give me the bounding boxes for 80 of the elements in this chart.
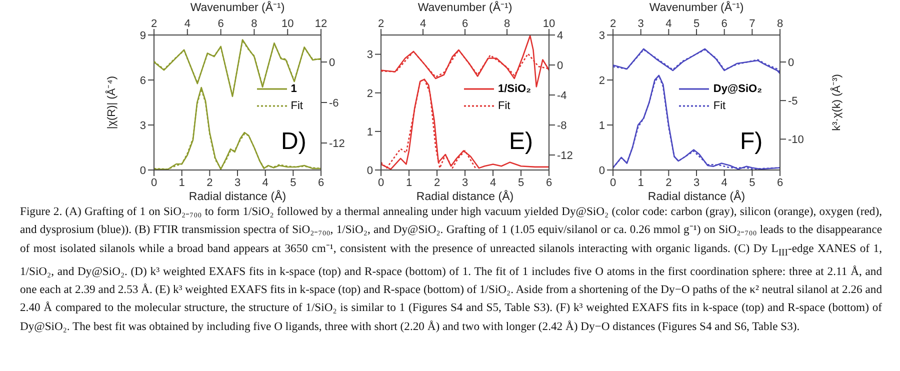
x-tick-label: 5: [749, 176, 756, 189]
x-tick-label: 8: [504, 18, 510, 30]
y-tick-label: -6: [329, 97, 339, 110]
x-tick-label: 4: [666, 18, 672, 30]
y-tick-label: -8: [557, 120, 567, 132]
x-tick-label: 4: [490, 176, 496, 189]
x-axis-title: Wavenumber (Å⁻¹): [190, 0, 285, 14]
y-tick-label: 0: [140, 164, 146, 177]
legend-label: Fit: [290, 100, 303, 112]
y-axis-title: |χ(R)| (Å⁻⁴): [104, 76, 118, 130]
x-tick-label: 5: [290, 176, 296, 189]
y-tick-label: -5: [788, 95, 798, 108]
x-tick-label: 2: [150, 18, 158, 30]
y-tick-label: 0: [788, 56, 794, 69]
legend-label: Fit: [498, 100, 510, 112]
x-tick-label: 1: [638, 176, 644, 189]
x-tick-label: 6: [546, 176, 552, 189]
annotation: F): [740, 128, 763, 156]
legend-label: Dy@SiO₂: [713, 83, 762, 95]
x-tick-label: 4: [262, 176, 268, 189]
x-tick-label: 6: [462, 18, 468, 30]
x-tick-label: 0: [150, 176, 158, 189]
x-tick-label: 2: [378, 18, 384, 30]
x-axis-title: Radial distance (Å): [416, 189, 514, 203]
y-axis-title: k³·χ(k) (Å⁻³): [830, 74, 843, 131]
x-tick-label: 5: [518, 176, 524, 189]
x-tick-label: 6: [218, 18, 224, 30]
y-tick-label: -12: [557, 150, 573, 162]
x-tick-label: 2: [666, 176, 672, 189]
y-tick-label: 0: [557, 60, 564, 72]
y-tick-label: -12: [329, 138, 345, 150]
x-tick-label: 6: [721, 18, 728, 30]
x-tick-label: 10: [542, 18, 556, 30]
x-tick-label: 7: [749, 18, 756, 30]
y-tick-label: 9: [140, 30, 146, 42]
x-tick-label: 3: [234, 176, 241, 189]
x-tick-label: 1: [178, 176, 185, 189]
x-tick-label: 5: [693, 18, 700, 30]
x-axis-title: Wavenumber (Å⁻¹): [649, 0, 744, 14]
x-tick-label: 3: [638, 18, 644, 30]
x-tick-label: 2: [610, 18, 616, 30]
x-axis-title: Radial distance (Å): [648, 189, 746, 203]
annotation: E): [509, 128, 533, 156]
y-tick-label: 4: [557, 30, 564, 42]
x-axis-title: Wavenumber (Å⁻¹): [418, 0, 512, 14]
x-tick-label: 2: [434, 176, 440, 189]
x-tick-label: 4: [420, 18, 426, 30]
annotation: D): [281, 128, 306, 156]
x-tick-label: 8: [251, 18, 258, 30]
x-tick-label: 3: [693, 176, 700, 189]
y-tick-label: 2: [598, 74, 605, 87]
x-tick-label: 1: [406, 176, 412, 189]
x-tick-label: 4: [184, 18, 190, 30]
y-tick-label: -4: [557, 90, 567, 102]
x-tick-label: 10: [281, 18, 294, 30]
y-tick-label: 6: [140, 74, 146, 87]
x-tick-label: 12: [314, 18, 328, 30]
x-axis-title: Radial distance (Å): [188, 189, 286, 203]
y-tick-label: 0: [329, 56, 336, 69]
legend-label: Fit: [713, 100, 726, 112]
legend-label: 1: [290, 83, 297, 95]
y-tick-label: 3: [598, 30, 605, 42]
x-tick-label: 2: [206, 176, 213, 189]
x-tick-label: 6: [318, 176, 324, 189]
x-tick-label: 0: [610, 176, 616, 189]
x-tick-label: 6: [776, 176, 784, 189]
y-tick-label: 1: [598, 120, 605, 132]
text: Figure 2. (A) Grafting of 1 on SiO₂₋₇₀₀ to form 1/SiO₂ followed by a thermal annealing under high vacuum yielded Dy@SiO₂ (color code: carbon (gray), silicon (orange), oxygen (red), and dysprosium (blue)). (B) FTIR transmission spectra of SiO₂₋₇₀₀, 1/SiO₂, and Dy@SiO₂. Grafting of 1 (1.05 equiv/silanol or ca. 0.26 mmol g⁻¹) on SiO₂₋₇₀₀ leads to the disappearance of most isolated silanols while a broad band appears at 3650 cm⁻¹, consistent with the presence of unreacted silanols interacting with organic ligands. (C) Dy L$_{III}$-edge XANES of 1, 1/SiO₂, and Dy@SiO₂. (D) k³ weighted EXAFS fits in k-space (top) and R-space (bottom) of 1. The fit of 1 includes five O atoms in the first coordination sphere: three at 2.11 Å, and one each at 2.39 and 2.53 Å. (E) k³ weighted EXAFS fits in k-space (top) and R-space (bottom) of 1/SiO₂. Aside from a shortening of the Dy−O paths of the κ² neutral silanol at 2.26 and 2.40 Å compared to the molecular structure, the structure of 1/SiO₂ is similar to 1 (Figures S4 and S5, Table S3). (F) k³ weighted EXAFS fits in k-space (top) and R-space (bottom) of Dy@SiO₂. The best fit was obtained by including five O ligands, three with short (2.20 Å) and two with longer (2.42 Å) Dy−O distances (Figures S4 and S6, Table S3).: [20, 205, 882, 333]
y-tick-label: 1: [366, 126, 373, 138]
y-tick-label: 0: [598, 164, 605, 177]
x-tick-label: 3: [462, 176, 468, 189]
y-tick-label: -10: [788, 134, 804, 146]
y-tick-label: 0: [366, 164, 373, 177]
legend-label: 1/SiO₂: [498, 83, 531, 95]
y-tick-label: 3: [366, 49, 373, 62]
x-tick-label: 8: [776, 18, 784, 30]
y-tick-label: 3: [140, 120, 146, 132]
x-tick-label: 4: [721, 176, 728, 189]
x-tick-label: 0: [378, 176, 384, 189]
y-tick-label: 2: [366, 88, 373, 100]
